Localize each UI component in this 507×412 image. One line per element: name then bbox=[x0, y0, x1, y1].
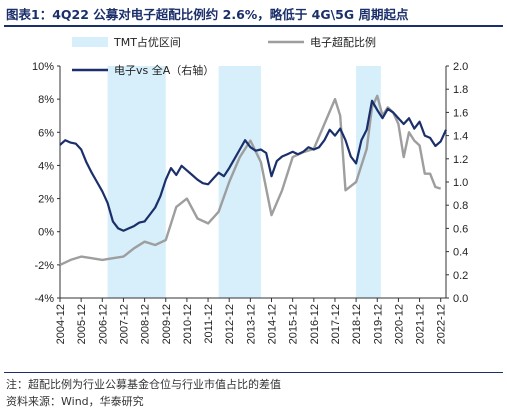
left-tick-label: -4% bbox=[34, 293, 54, 305]
x-tick-label: 2009-12 bbox=[161, 304, 173, 344]
left-tick-label: 0% bbox=[38, 227, 54, 239]
shaded-period-3 bbox=[356, 66, 381, 298]
left-tick-label: 10% bbox=[32, 61, 54, 73]
left-tick-label: 2% bbox=[38, 194, 54, 206]
right-tick-label: 2.0 bbox=[453, 61, 468, 73]
x-tick-label: 2010-12 bbox=[182, 304, 194, 344]
right-tick-label: 0.6 bbox=[453, 223, 468, 235]
right-tick-label: 1.8 bbox=[453, 84, 468, 96]
x-tick-label: 2021-12 bbox=[415, 304, 427, 344]
right-tick-label: 0.8 bbox=[453, 200, 468, 212]
x-tick-label: 2017-12 bbox=[330, 304, 342, 344]
shaded-period-2 bbox=[218, 66, 261, 298]
x-tick-label: 2008-12 bbox=[140, 304, 152, 344]
x-tick-label: 2011-12 bbox=[203, 304, 215, 344]
x-tick-label: 2015-12 bbox=[288, 304, 300, 344]
left-tick-label: 4% bbox=[38, 160, 54, 172]
x-tick-label: 2005-12 bbox=[76, 304, 88, 344]
legend-label-overweight: 电子超配比例 bbox=[310, 35, 376, 49]
series-line-overweight bbox=[59, 94, 442, 266]
x-tick-label: 2019-12 bbox=[372, 304, 384, 344]
chart-title: 图表1：4Q22 公募对电子超配比例约 2.6%，略低于 4G\5G 周期起点 bbox=[6, 7, 409, 22]
legend-label-shade: TMT占优区间 bbox=[113, 35, 181, 49]
x-tick-label: 2013-12 bbox=[245, 304, 257, 344]
right-tick-label: 1.2 bbox=[453, 154, 468, 166]
right-tick-label: 1.4 bbox=[453, 131, 468, 143]
footer-divider bbox=[4, 372, 503, 373]
right-tick-label: 0.4 bbox=[453, 247, 468, 259]
series-lines bbox=[59, 94, 448, 266]
shaded-period-1 bbox=[107, 66, 166, 298]
title-divider bbox=[4, 25, 503, 27]
x-tick-label: 2020-12 bbox=[393, 304, 405, 344]
right-tick-label: 0.0 bbox=[453, 293, 468, 305]
footnote: 注：超配比例为行业公募基金仓位与行业市值占比的差值 bbox=[6, 378, 281, 391]
axes: -4% -2% 0% 2% 4% 6% 8% 10% 0.0 0.2 0.4 0.6 0.8 1.0 1.2… bbox=[32, 61, 468, 344]
shaded-periods bbox=[107, 66, 381, 298]
right-tick-label: 0.2 bbox=[453, 270, 468, 282]
legend-swatch-shade bbox=[72, 37, 108, 47]
x-tick-label: 2016-12 bbox=[309, 304, 321, 344]
x-tick-label: 2022-12 bbox=[436, 304, 448, 344]
x-tick-label: 2014-12 bbox=[267, 304, 279, 344]
x-tick-label: 2004-12 bbox=[55, 304, 67, 344]
source-note: 资料来源：Wind，华泰研究 bbox=[6, 395, 144, 408]
x-tick-label: 2007-12 bbox=[118, 304, 130, 344]
x-tick-label: 2018-12 bbox=[351, 304, 363, 344]
chart-canvas: -4% -2% 0% 2% 4% 6% 8% 10% 0.0 0.2 0.4 0.6 0.8 1.0 1.2… bbox=[32, 35, 468, 344]
right-tick-label: 1.6 bbox=[453, 107, 468, 119]
right-tick-label: 1.0 bbox=[453, 177, 468, 189]
series-line-relative-performance bbox=[59, 99, 448, 232]
x-tick-label: 2012-12 bbox=[224, 304, 236, 344]
legend-label-relative: 电子vs 全A（右轴） bbox=[114, 63, 214, 77]
x-tick-label: 2006-12 bbox=[97, 304, 109, 344]
left-tick-label: 8% bbox=[38, 94, 54, 106]
left-tick-label: -2% bbox=[34, 260, 54, 272]
left-tick-label: 6% bbox=[38, 127, 54, 139]
